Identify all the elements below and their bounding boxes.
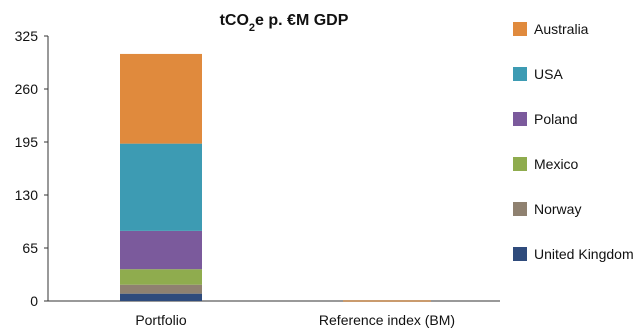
legend-swatch <box>513 22 527 36</box>
legend-label: Norway <box>534 201 581 217</box>
title-rest: e p. €M GDP <box>255 12 349 29</box>
legend-swatch <box>513 112 527 126</box>
y-tick-label: 130 <box>15 187 39 203</box>
y-tick-label: 195 <box>15 134 39 150</box>
bar-segment-norway-portfolio <box>120 284 202 294</box>
legend-label: USA <box>534 66 563 82</box>
y-tick-label: 65 <box>22 240 38 256</box>
bar-segment-australia-portfolio <box>120 53 202 144</box>
y-axis: 325 260 195 130 65 0 <box>15 28 49 309</box>
legend: Australia USA Poland Mexico Norway United Kin… <box>513 21 634 262</box>
x-tick-label: Reference index (BM) <box>319 312 455 328</box>
chart-title: tCO2e p. €M GDP <box>220 12 349 34</box>
y-tick-label: 260 <box>15 81 39 97</box>
bar-segment-mexico-portfolio <box>120 269 202 285</box>
title-main: tCO <box>220 12 249 29</box>
x-tick-label: Portfolio <box>135 312 187 328</box>
legend-swatch <box>513 247 527 261</box>
legend-label: Australia <box>534 21 589 37</box>
bars <box>120 53 431 302</box>
bar-segment-united-kingdom-portfolio <box>120 293 202 301</box>
y-tick-label: 325 <box>15 28 39 44</box>
legend-swatch <box>513 202 527 216</box>
legend-label: Poland <box>534 111 578 127</box>
legend-swatch <box>513 67 527 81</box>
bar-segment-usa-portfolio <box>120 143 202 231</box>
legend-label: Mexico <box>534 156 579 172</box>
legend-swatch <box>513 157 527 171</box>
legend-label: United Kingdom <box>534 246 634 262</box>
bar-segment-poland-portfolio <box>120 230 202 270</box>
y-tick-label: 0 <box>30 293 38 309</box>
x-axis: Portfolio Reference index (BM) <box>48 300 500 328</box>
title-subscript: 2 <box>249 22 255 34</box>
